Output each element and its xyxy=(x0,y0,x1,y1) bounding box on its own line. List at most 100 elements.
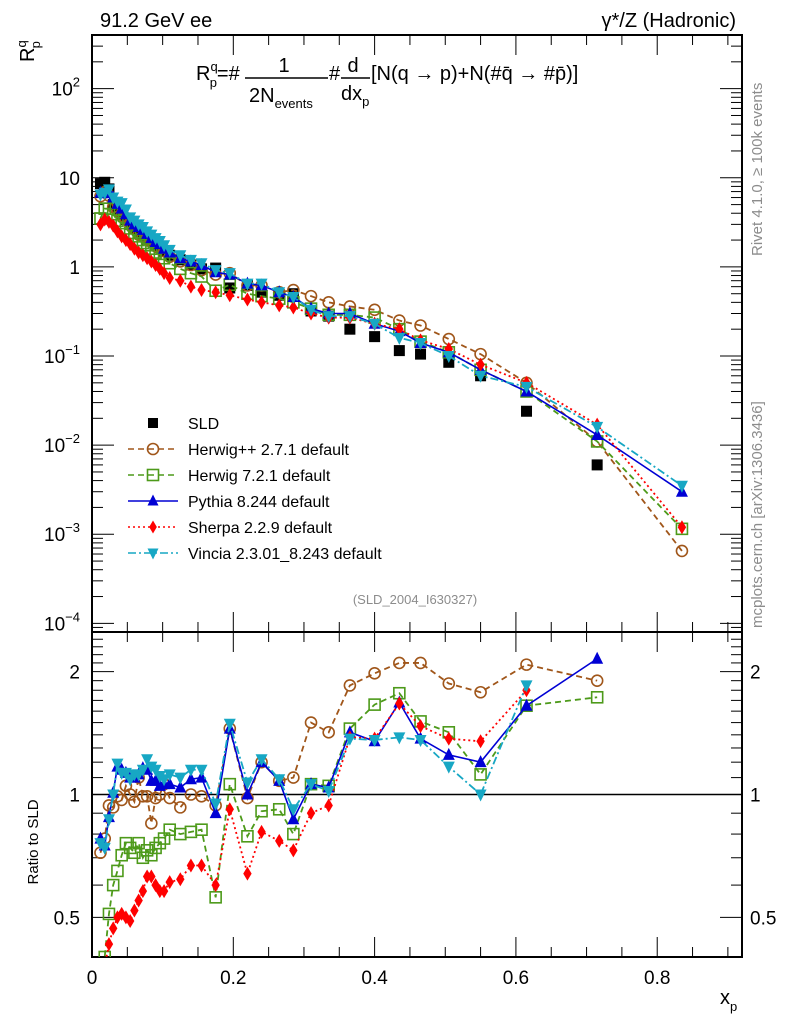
ratio-point-herwig-7-2-1-default xyxy=(223,777,237,791)
ratio-point-vincia-2-3-01-8-243-default xyxy=(223,718,236,731)
ratio-point-vincia-2-3-01-8-243-default xyxy=(322,785,335,798)
main-point-vincia-2-3-01-8-243-default xyxy=(368,318,381,331)
main-point-vincia-2-3-01-8-243-default xyxy=(474,370,487,383)
ratio-point-pythia-8-244-default xyxy=(184,772,197,785)
ratio-y-tick-label: 0.5 xyxy=(54,908,80,929)
main-series-pythia-8-244-default xyxy=(94,184,688,497)
main-point-vincia-2-3-01-8-243-default xyxy=(520,381,533,394)
main-point-vincia-2-3-01-8-243-default xyxy=(241,278,254,291)
legend-label: Herwig++ 2.7.1 default xyxy=(188,442,350,459)
x-tick-label: 0.4 xyxy=(361,968,388,989)
legend-marker-icon xyxy=(147,548,159,560)
ratio-line-herwig-2-7-1-default xyxy=(99,662,598,854)
ratio-point-vincia-2-3-01-8-243-default xyxy=(287,804,300,817)
main-series-sherpa-2-2-9-default xyxy=(96,212,687,535)
main-point-herwig-2-7-1-default xyxy=(368,303,381,317)
main-point-vincia-2-3-01-8-243-default xyxy=(343,311,356,324)
ratio-point-pythia-8-244-default xyxy=(174,780,187,793)
svg-text:1: 1 xyxy=(278,55,289,77)
ratio-ylabel: Ratio to SLD xyxy=(25,799,42,884)
ratio-point-herwig-2-7-1-default xyxy=(520,658,533,671)
main-point-sherpa-2-2-9-default xyxy=(176,273,185,288)
ratio-point-herwig-7-2-1-default xyxy=(98,950,112,957)
main-point-vincia-2-3-01-8-243-default xyxy=(119,204,132,217)
main-series-vincia-2-3-01-8-243-default xyxy=(94,184,688,493)
analysis-watermark: (SLD_2004_I630327) xyxy=(353,592,477,607)
ratio-point-vincia-2-3-01-8-243-default xyxy=(442,761,455,774)
main-point-vincia-2-3-01-8-243-default xyxy=(255,278,268,291)
ratio-point-vincia-2-3-01-8-243-default xyxy=(107,789,120,802)
ratio-point-sherpa-2-2-9-default xyxy=(176,872,185,887)
legend-label: Herwig 7.2.1 default xyxy=(188,468,331,485)
ratio-point-vincia-2-3-01-8-243-default xyxy=(273,774,286,787)
legend-label: Pythia 8.244 default xyxy=(188,494,330,511)
ratio-point-herwig-7-2-1-default xyxy=(132,836,145,850)
main-y-tick-label: 10−1 xyxy=(44,342,80,368)
main-point-sld xyxy=(369,331,381,343)
main-y-tick-label: 10−3 xyxy=(44,520,80,546)
ratio-point-herwig-2-7-1-default xyxy=(140,789,154,803)
ratio-point-sherpa-2-2-9-default xyxy=(289,843,298,858)
ratio-point-herwig-2-7-1-default xyxy=(343,679,357,692)
main-point-vincia-2-3-01-8-243-default xyxy=(115,198,128,211)
ratio-point-sherpa-2-2-9-default xyxy=(444,731,453,746)
header-right-title: γ*/Z (Hadronic) xyxy=(602,10,736,32)
main-point-vincia-2-3-01-8-243-default xyxy=(163,244,176,257)
main-point-vincia-2-3-01-8-243-default xyxy=(174,250,187,263)
header-left-title: 91.2 GeV ee xyxy=(100,10,212,32)
main-series-herwig-2-7-1-default xyxy=(94,185,689,558)
ratio-y-tick-label-right: 0.5 xyxy=(750,908,776,929)
main-point-vincia-2-3-01-8-243-default xyxy=(414,337,427,350)
ratio-point-vincia-2-3-01-8-243-default xyxy=(414,734,427,747)
legend-marker-icon xyxy=(147,494,159,506)
legend-marker-icon xyxy=(146,468,160,482)
ratio-point-herwig-2-7-1-default xyxy=(123,788,137,801)
ratio-point-sherpa-2-2-9-default xyxy=(257,824,266,839)
main-point-sld xyxy=(344,323,356,335)
ratio-panel-axes: 2 2 1 1 0.5 0.5 0 0.2 0.4 0.6 0.8 xyxy=(54,631,776,989)
legend-entry-sld: SLD xyxy=(148,416,219,433)
legend-label: SLD xyxy=(188,416,219,433)
ratio-point-herwig-2-7-1-default xyxy=(149,791,162,805)
main-point-sherpa-2-2-9-default xyxy=(395,322,404,337)
main-point-herwig-2-7-1-default xyxy=(414,319,427,332)
main-point-herwig-7-2-1-default xyxy=(195,270,208,283)
svg-text:[N(q → p)+N(#q̄ → #p̄)]: [N(q → p)+N(#q̄ → #p̄)] xyxy=(371,63,578,85)
ratio-point-sherpa-2-2-9-default xyxy=(142,869,152,884)
mcplots-label: mcplots.cern.ch [arXiv:1306.3436] xyxy=(749,401,766,628)
legend-entry-herwig-7-2-1-default: Herwig 7.2.1 default xyxy=(128,468,331,485)
ratio-point-herwig-2-7-1-default xyxy=(195,789,208,803)
main-point-sherpa-2-2-9-default xyxy=(165,271,174,286)
ratio-point-herwig-2-7-1-default xyxy=(145,817,158,830)
legend-entry-herwig-2-7-1-default: Herwig++ 2.7.1 default xyxy=(128,442,350,459)
ratio-y-tick-label: 1 xyxy=(69,786,80,807)
ratio-point-herwig-2-7-1-default xyxy=(414,656,427,670)
x-tick-label: 0.2 xyxy=(220,968,246,989)
main-y-tick-label: 10−2 xyxy=(44,431,80,457)
main-point-sherpa-2-2-9-default xyxy=(211,285,220,300)
ratio-point-vincia-2-3-01-8-243-default xyxy=(305,779,318,792)
svg-text:Rqp: Rqp xyxy=(14,40,43,62)
legend-marker-icon xyxy=(149,520,157,534)
main-point-sld xyxy=(521,405,533,417)
ratio-point-vincia-2-3-01-8-243-default xyxy=(158,774,171,787)
ratio-point-sherpa-2-2-9-default xyxy=(101,959,109,973)
ratio-point-sherpa-2-2-9-default xyxy=(138,884,148,899)
legend: SLD Herwig++ 2.7.1 default Herwig 7.2.1 de… xyxy=(128,416,382,563)
ratio-point-herwig-2-7-1-default xyxy=(474,685,487,699)
main-point-sherpa-2-2-9-default xyxy=(134,245,143,260)
ratio-y-tick-label-right: 2 xyxy=(750,663,761,684)
ratio-point-vincia-2-3-01-8-243-default xyxy=(343,733,356,746)
ratio-series-sherpa-2-2-9-default xyxy=(101,683,531,973)
ratio-point-vincia-2-3-01-8-243-default xyxy=(195,764,208,777)
main-point-sld xyxy=(224,282,236,294)
ratio-panel-series xyxy=(94,651,604,973)
ratio-point-herwig-2-7-1-default xyxy=(304,716,318,729)
main-point-vincia-2-3-01-8-243-default xyxy=(305,304,318,317)
ratio-point-herwig-2-7-1-default xyxy=(174,801,187,814)
ratio-point-vincia-2-3-01-8-243-default xyxy=(368,734,381,747)
ratio-series-herwig-7-2-1-default xyxy=(98,686,604,957)
main-point-sherpa-2-2-9-default xyxy=(225,288,234,303)
ratio-point-sherpa-2-2-9-default xyxy=(395,696,404,711)
ratio-point-herwig-7-2-1-default xyxy=(145,848,158,862)
